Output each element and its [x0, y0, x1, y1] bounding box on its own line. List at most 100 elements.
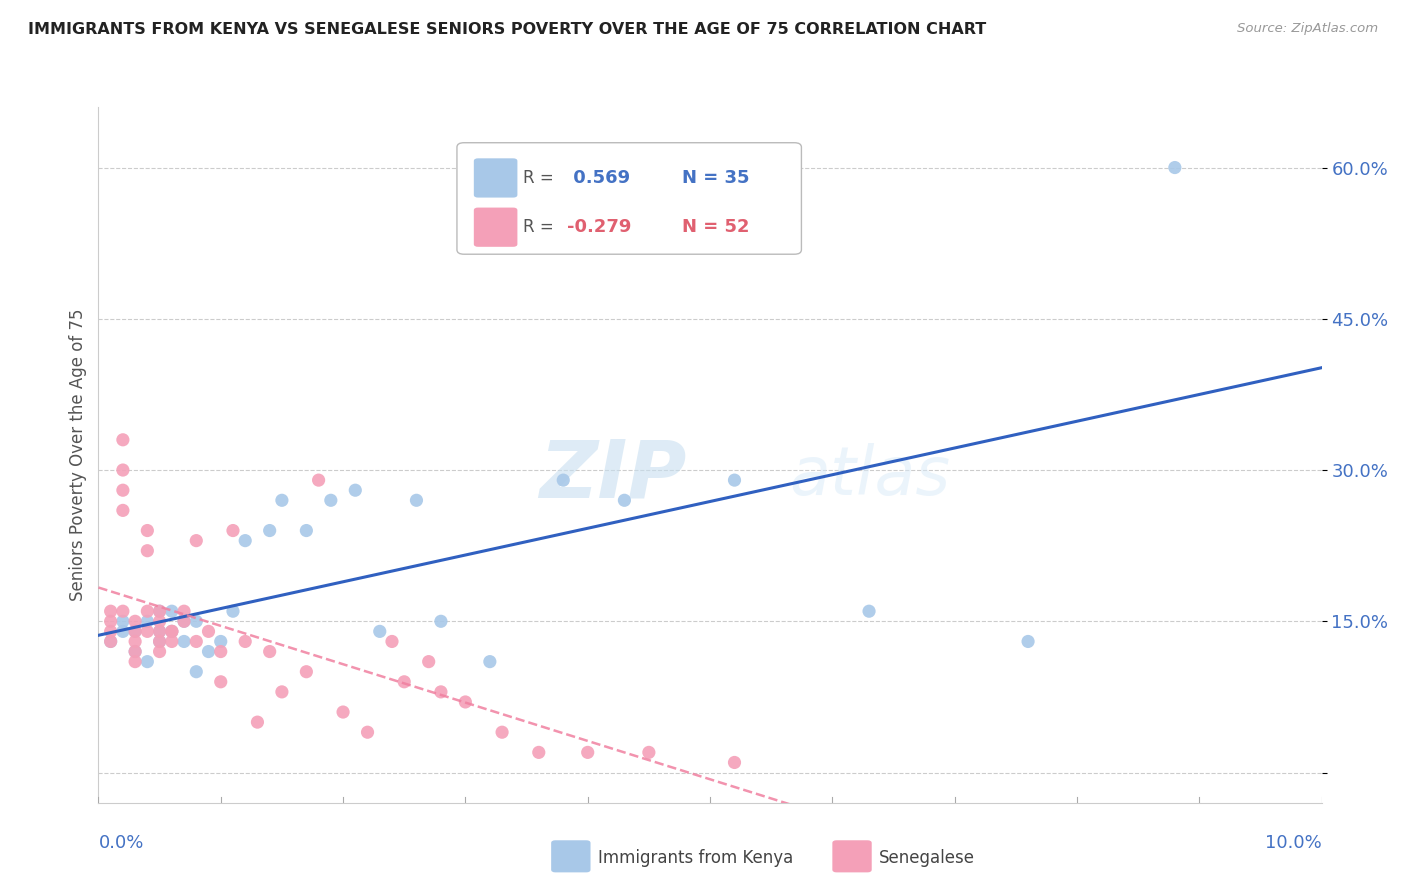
Point [270, 493, 292, 508]
Point [111, 433, 134, 447]
Point [160, 624, 183, 639]
Point [259, 644, 281, 658]
Point [149, 624, 172, 639]
Point [197, 644, 219, 658]
Point [149, 644, 172, 658]
Y-axis label: Seniors Poverty Over the Age of 75: Seniors Poverty Over the Age of 75 [69, 309, 87, 601]
Point [430, 615, 453, 629]
Point [576, 745, 599, 759]
Point [295, 665, 318, 679]
Point [124, 644, 146, 658]
Point [124, 634, 146, 648]
Point [209, 674, 232, 689]
Point [186, 615, 208, 629]
Point [136, 524, 159, 538]
Point [111, 604, 134, 618]
Point [356, 725, 378, 739]
Point [149, 634, 172, 648]
Point [332, 705, 354, 719]
Point [553, 473, 575, 487]
Point [527, 745, 550, 759]
Point [100, 634, 122, 648]
Point [405, 493, 427, 508]
Point [160, 604, 183, 618]
Text: R =: R = [523, 219, 560, 236]
Point [222, 604, 245, 618]
Point [723, 473, 745, 487]
Point [136, 655, 159, 669]
Point [111, 503, 134, 517]
Point [124, 655, 146, 669]
Point [392, 674, 416, 689]
Point [136, 543, 159, 558]
Point [233, 634, 256, 648]
Text: IMMIGRANTS FROM KENYA VS SENEGALESE SENIORS POVERTY OVER THE AGE OF 75 CORRELATI: IMMIGRANTS FROM KENYA VS SENEGALESE SENI… [28, 22, 987, 37]
Text: 0.0%: 0.0% [98, 834, 143, 852]
Point [100, 615, 122, 629]
Point [160, 624, 183, 639]
Point [197, 624, 219, 639]
Text: -0.279: -0.279 [567, 219, 631, 236]
Point [319, 493, 342, 508]
Text: ZIP: ZIP [538, 437, 686, 515]
Point [454, 695, 477, 709]
Point [149, 624, 172, 639]
Point [209, 644, 232, 658]
Point [124, 624, 146, 639]
Point [418, 655, 440, 669]
Point [173, 634, 195, 648]
Text: atlas: atlas [790, 442, 950, 508]
Text: R =: R = [523, 169, 560, 187]
Point [368, 624, 391, 639]
Point [344, 483, 367, 498]
Point [173, 615, 195, 629]
Point [723, 756, 745, 770]
Point [173, 615, 195, 629]
Point [613, 493, 636, 508]
Point [222, 524, 245, 538]
Point [186, 634, 208, 648]
Point [149, 634, 172, 648]
Point [111, 483, 134, 498]
Text: 0.569: 0.569 [567, 169, 630, 187]
Point [233, 533, 256, 548]
Text: N = 52: N = 52 [682, 219, 749, 236]
Point [478, 655, 501, 669]
Point [111, 463, 134, 477]
Point [149, 615, 172, 629]
Point [430, 685, 453, 699]
Point [100, 604, 122, 618]
Text: Immigrants from Kenya: Immigrants from Kenya [598, 849, 793, 867]
Point [149, 604, 172, 618]
Point [149, 604, 172, 618]
Point [1164, 161, 1187, 175]
Point [308, 473, 330, 487]
Text: Senegalese: Senegalese [879, 849, 974, 867]
Point [246, 715, 269, 730]
Point [111, 624, 134, 639]
Point [491, 725, 513, 739]
Point [124, 624, 146, 639]
Point [186, 533, 208, 548]
Point [1017, 634, 1039, 648]
Point [136, 604, 159, 618]
Point [173, 604, 195, 618]
Point [209, 634, 232, 648]
Point [100, 634, 122, 648]
Point [270, 685, 292, 699]
Point [381, 634, 404, 648]
Text: Source: ZipAtlas.com: Source: ZipAtlas.com [1237, 22, 1378, 36]
Point [111, 615, 134, 629]
Point [100, 624, 122, 639]
Point [858, 604, 880, 618]
Point [160, 624, 183, 639]
Text: N = 35: N = 35 [682, 169, 749, 187]
Point [259, 524, 281, 538]
Point [136, 615, 159, 629]
Point [136, 624, 159, 639]
Point [186, 665, 208, 679]
Text: 10.0%: 10.0% [1265, 834, 1322, 852]
Point [124, 615, 146, 629]
Point [124, 644, 146, 658]
Point [160, 634, 183, 648]
